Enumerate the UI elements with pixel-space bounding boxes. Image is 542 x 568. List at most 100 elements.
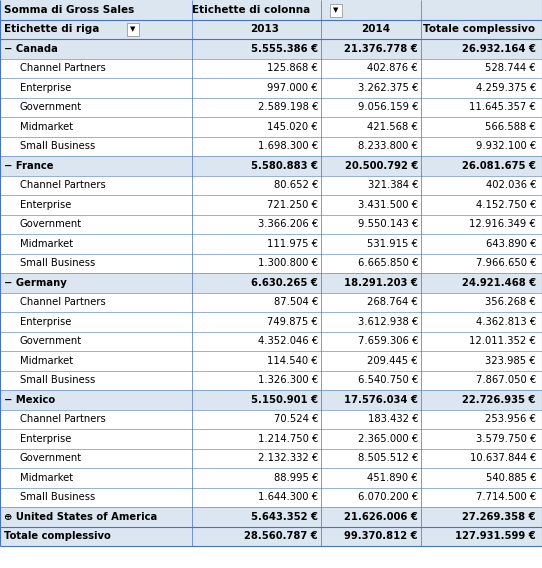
Text: 4.362.813 €: 4.362.813 € bbox=[476, 317, 536, 327]
Text: Channel Partners: Channel Partners bbox=[20, 297, 106, 307]
Bar bbox=[0, 273, 542, 293]
Text: Small Business: Small Business bbox=[20, 492, 95, 502]
Text: Midmarket: Midmarket bbox=[20, 356, 73, 366]
Text: Totale complessivo: Totale complessivo bbox=[423, 24, 535, 35]
Text: 7.659.306 €: 7.659.306 € bbox=[358, 336, 418, 346]
Text: 20.500.792 €: 20.500.792 € bbox=[345, 161, 418, 171]
Text: Somma di Gross Sales: Somma di Gross Sales bbox=[4, 5, 134, 15]
Text: 22.726.935 €: 22.726.935 € bbox=[462, 395, 536, 405]
Bar bbox=[0, 370, 542, 390]
Text: 540.885 €: 540.885 € bbox=[486, 473, 536, 483]
Bar bbox=[0, 234, 542, 253]
Text: 87.504 €: 87.504 € bbox=[274, 297, 318, 307]
Text: ⊕ United States of America: ⊕ United States of America bbox=[4, 512, 157, 522]
Bar bbox=[0, 332, 542, 351]
Text: 9.550.143 €: 9.550.143 € bbox=[358, 219, 418, 229]
Text: 253.956 €: 253.956 € bbox=[485, 414, 536, 424]
Bar bbox=[0, 78, 542, 98]
Bar bbox=[0, 98, 542, 117]
Text: 8.505.512 €: 8.505.512 € bbox=[358, 453, 418, 463]
Text: 183.432 €: 183.432 € bbox=[367, 414, 418, 424]
Text: 26.081.675 €: 26.081.675 € bbox=[462, 161, 536, 171]
Text: Channel Partners: Channel Partners bbox=[20, 63, 106, 73]
Text: Enterprise: Enterprise bbox=[20, 83, 72, 93]
Text: 2.589.198 €: 2.589.198 € bbox=[257, 102, 318, 112]
Text: 528.744 €: 528.744 € bbox=[486, 63, 536, 73]
Text: − France: − France bbox=[4, 161, 54, 171]
Text: 6.630.265 €: 6.630.265 € bbox=[251, 278, 318, 288]
Bar bbox=[0, 20, 542, 39]
Text: 9.932.100 €: 9.932.100 € bbox=[476, 141, 536, 151]
Text: 2014: 2014 bbox=[362, 24, 391, 35]
Text: 451.890 €: 451.890 € bbox=[367, 473, 418, 483]
Text: 114.540 €: 114.540 € bbox=[267, 356, 318, 366]
Text: 566.588 €: 566.588 € bbox=[485, 122, 536, 132]
Text: 28.560.787 €: 28.560.787 € bbox=[244, 531, 318, 541]
Bar bbox=[0, 507, 542, 527]
Bar bbox=[0, 410, 542, 429]
Bar bbox=[330, 4, 342, 17]
Text: 26.932.164 €: 26.932.164 € bbox=[462, 44, 536, 54]
Text: 145.020 €: 145.020 € bbox=[267, 122, 318, 132]
Bar bbox=[0, 117, 542, 136]
Bar bbox=[0, 136, 542, 156]
Bar bbox=[0, 449, 542, 468]
Text: 749.875 €: 749.875 € bbox=[267, 317, 318, 327]
Text: Small Business: Small Business bbox=[20, 375, 95, 385]
Text: 8.233.800 €: 8.233.800 € bbox=[358, 141, 418, 151]
Bar bbox=[0, 0, 542, 20]
Text: 11.645.357 €: 11.645.357 € bbox=[469, 102, 536, 112]
Text: Midmarket: Midmarket bbox=[20, 122, 73, 132]
Text: Midmarket: Midmarket bbox=[20, 473, 73, 483]
Text: 1.300.800 €: 1.300.800 € bbox=[258, 258, 318, 268]
Text: 21.626.006 €: 21.626.006 € bbox=[344, 512, 418, 522]
Text: 2.132.332 €: 2.132.332 € bbox=[258, 453, 318, 463]
Bar bbox=[0, 253, 542, 273]
Text: Government: Government bbox=[20, 336, 82, 346]
Text: 7.966.650 €: 7.966.650 € bbox=[475, 258, 536, 268]
Text: 7.714.500 €: 7.714.500 € bbox=[476, 492, 536, 502]
Text: 1.698.300 €: 1.698.300 € bbox=[258, 141, 318, 151]
Bar bbox=[0, 156, 542, 176]
Text: Enterprise: Enterprise bbox=[20, 317, 72, 327]
Text: 24.921.468 €: 24.921.468 € bbox=[462, 278, 536, 288]
Bar bbox=[0, 527, 542, 546]
Text: 9.056.159 €: 9.056.159 € bbox=[358, 102, 418, 112]
Text: ▼: ▼ bbox=[333, 7, 339, 14]
Text: Channel Partners: Channel Partners bbox=[20, 414, 106, 424]
Text: Etichette di riga: Etichette di riga bbox=[4, 24, 99, 35]
Text: 721.250 €: 721.250 € bbox=[267, 200, 318, 210]
Bar bbox=[0, 215, 542, 234]
Text: 6.540.750 €: 6.540.750 € bbox=[358, 375, 418, 385]
Text: 402.036 €: 402.036 € bbox=[486, 180, 536, 190]
Text: 4.352.046 €: 4.352.046 € bbox=[258, 336, 318, 346]
Bar bbox=[0, 59, 542, 78]
Text: 3.579.750 €: 3.579.750 € bbox=[476, 434, 536, 444]
Text: − Germany: − Germany bbox=[4, 278, 67, 288]
Text: 2013: 2013 bbox=[250, 24, 279, 35]
Text: 4.259.375 €: 4.259.375 € bbox=[476, 83, 536, 93]
Text: 643.890 €: 643.890 € bbox=[486, 239, 536, 249]
Text: 88.995 €: 88.995 € bbox=[274, 473, 318, 483]
Text: 421.568 €: 421.568 € bbox=[367, 122, 418, 132]
Text: 12.916.349 €: 12.916.349 € bbox=[469, 219, 536, 229]
Bar bbox=[0, 468, 542, 487]
Text: 2.365.000 €: 2.365.000 € bbox=[358, 434, 418, 444]
Text: 127.931.599 €: 127.931.599 € bbox=[455, 531, 536, 541]
Text: Government: Government bbox=[20, 219, 82, 229]
Bar bbox=[0, 176, 542, 195]
Text: 3.431.500 €: 3.431.500 € bbox=[358, 200, 418, 210]
Text: 6.070.200 €: 6.070.200 € bbox=[358, 492, 418, 502]
Text: Channel Partners: Channel Partners bbox=[20, 180, 106, 190]
Text: Etichette di colonna: Etichette di colonna bbox=[192, 5, 310, 15]
Text: 5.150.901 €: 5.150.901 € bbox=[251, 395, 318, 405]
Text: 5.555.386 €: 5.555.386 € bbox=[251, 44, 318, 54]
Text: 12.011.352 €: 12.011.352 € bbox=[469, 336, 536, 346]
Bar bbox=[0, 429, 542, 449]
Bar bbox=[0, 293, 542, 312]
Text: − Mexico: − Mexico bbox=[4, 395, 55, 405]
Text: 111.975 €: 111.975 € bbox=[267, 239, 318, 249]
Text: Government: Government bbox=[20, 102, 82, 112]
Text: 3.366.206 €: 3.366.206 € bbox=[258, 219, 318, 229]
Text: 70.524 €: 70.524 € bbox=[274, 414, 318, 424]
